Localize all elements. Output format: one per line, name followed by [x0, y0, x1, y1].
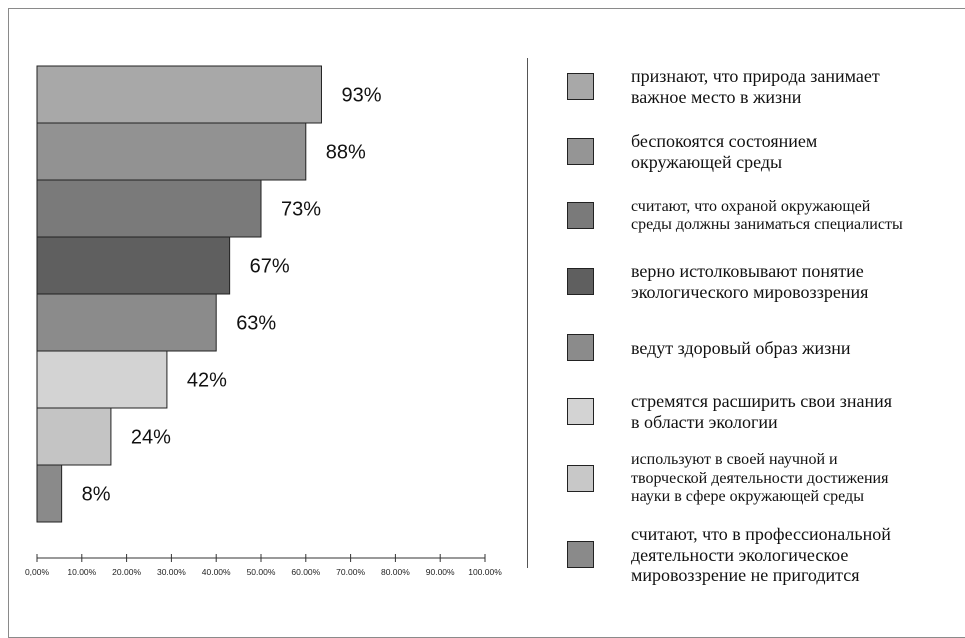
- legend-label-line: творческой деятельности достижения: [631, 469, 889, 487]
- legend-label-line: мировоззрение не пригодится: [631, 565, 860, 586]
- legend-label-line: в области экологии: [631, 411, 778, 432]
- x-tick-label: 10.00%: [67, 567, 96, 577]
- legend-label-line: деятельности экологическое: [631, 544, 849, 565]
- legend-label: считают, что в профессиональной деятельно…: [631, 524, 965, 586]
- legend-label: считают, что охраной окружающей среды дол…: [631, 198, 965, 235]
- legend-swatch: [567, 73, 594, 100]
- legend-label-line: ведут здоровый образ жизни: [631, 337, 851, 358]
- x-tick-label: 30.00%: [157, 567, 186, 577]
- legend-label: верно истолковывают понятие экологическог…: [631, 261, 965, 302]
- bar-4: [36, 293, 217, 352]
- bar-value-label: 24%: [131, 427, 171, 449]
- bar-0: [36, 65, 322, 124]
- legend-label-line: считают, что охраной окружающей: [631, 197, 871, 215]
- bar-7: [36, 464, 63, 523]
- legend-swatch: [567, 398, 594, 425]
- legend-swatch: [567, 334, 594, 361]
- legend-label: используют в своей научной и творческой д…: [631, 451, 965, 506]
- legend-swatch: [567, 465, 594, 492]
- bar-1: [36, 122, 307, 181]
- bar-chart: 93% 88% 73% 67% 63% 42% 24% 8% 0,00% 10.00% 20.00%…: [25, 65, 502, 577]
- x-tick-label: 60.00%: [291, 567, 320, 577]
- bar-3: [36, 236, 231, 295]
- legend-label-line: экологического мировоззрения: [631, 281, 869, 302]
- legend-label: ведут здоровый образ жизни: [631, 338, 965, 359]
- x-tick-label: 90.00%: [426, 567, 455, 577]
- legend-label-line: признают, что природа занимает: [631, 66, 880, 87]
- bar-value-label: 8%: [82, 484, 111, 506]
- x-tick-label: 40.00%: [202, 567, 231, 577]
- legend-label: стремятся расширить свои знания в области…: [631, 391, 965, 432]
- bar-value-label: 63%: [236, 313, 276, 335]
- bar-value-label: 67%: [250, 256, 290, 278]
- legend-label-line: науки в сфере окружающей среды: [631, 488, 864, 506]
- legend-swatch: [567, 541, 594, 568]
- legend-swatch: [567, 268, 594, 295]
- legend-label-line: важное место в жизни: [631, 86, 802, 107]
- bar-value-label: 93%: [341, 85, 381, 107]
- x-tick-label: 50.00%: [247, 567, 276, 577]
- legend-label: признают, что природа занимает важное мес…: [631, 66, 965, 107]
- bar-value-label: 73%: [281, 199, 321, 221]
- x-tick-label: 70.00%: [336, 567, 365, 577]
- x-tick-label: 100.00%: [468, 567, 502, 577]
- bar-5: [36, 350, 168, 409]
- legend-label-line: среды должны заниматься специалисты: [631, 215, 903, 233]
- legend-label-line: окружающей среды: [631, 151, 783, 172]
- legend-swatch: [567, 202, 594, 229]
- bar-value-label: 42%: [187, 370, 227, 392]
- bar-2: [36, 179, 262, 238]
- bar-6: [36, 407, 112, 466]
- x-tick-label: 0,00%: [25, 567, 50, 577]
- legend-swatch: [567, 138, 594, 165]
- legend-label-line: используют в своей научной и: [631, 451, 838, 469]
- x-tick-label: 20.00%: [112, 567, 141, 577]
- legend-label-line: считают, что в профессиональной: [631, 523, 891, 544]
- legend-divider: [527, 58, 528, 568]
- legend-label-line: беспокоятся состоянием: [631, 131, 818, 152]
- bar-value-label: 88%: [326, 142, 366, 164]
- legend-label: беспокоятся состоянием окружающей среды: [631, 131, 965, 172]
- legend-label-line: верно истолковывают понятие: [631, 261, 864, 282]
- legend-label-line: стремятся расширить свои знания: [631, 391, 893, 412]
- x-tick-label: 80.00%: [381, 567, 410, 577]
